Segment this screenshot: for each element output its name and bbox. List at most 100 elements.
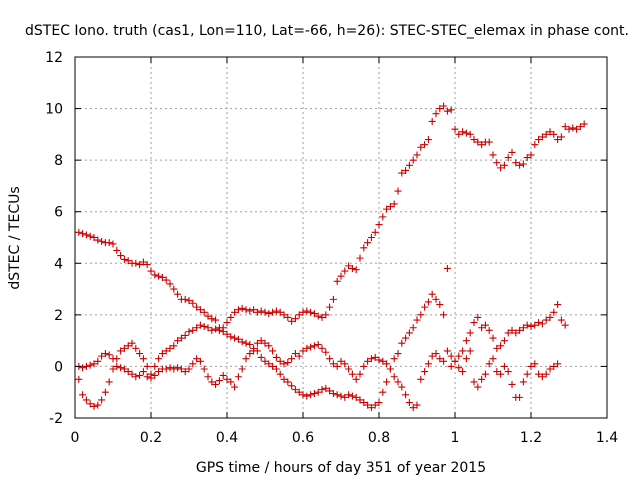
data-point bbox=[459, 368, 467, 376]
data-point bbox=[455, 130, 463, 138]
data-point bbox=[409, 324, 417, 332]
data-point bbox=[531, 360, 539, 368]
data-point bbox=[109, 365, 117, 373]
data-point bbox=[489, 355, 497, 363]
data-point bbox=[174, 364, 182, 372]
data-point bbox=[280, 360, 288, 368]
data-point bbox=[554, 301, 562, 309]
data-point bbox=[352, 375, 360, 383]
data-point bbox=[215, 377, 223, 385]
data-point bbox=[576, 123, 584, 131]
data-point bbox=[117, 364, 125, 372]
data-point bbox=[447, 352, 455, 360]
data-point bbox=[246, 350, 254, 358]
data-point bbox=[147, 267, 155, 275]
data-point bbox=[158, 350, 166, 358]
data-point bbox=[364, 401, 372, 409]
data-point bbox=[185, 328, 193, 336]
data-point bbox=[455, 364, 463, 372]
data-point bbox=[318, 386, 326, 394]
data-point bbox=[204, 373, 212, 381]
data-point bbox=[394, 350, 402, 358]
data-point bbox=[466, 347, 474, 355]
data-point bbox=[527, 151, 535, 159]
data-point bbox=[417, 143, 425, 151]
data-point bbox=[117, 252, 125, 260]
data-point bbox=[375, 221, 383, 229]
data-point bbox=[405, 161, 413, 169]
data-point bbox=[432, 110, 440, 118]
data-point bbox=[478, 324, 486, 332]
data-point bbox=[405, 329, 413, 337]
data-point bbox=[155, 368, 163, 376]
data-point bbox=[265, 342, 273, 350]
data-point bbox=[360, 244, 368, 252]
data-point bbox=[310, 342, 318, 350]
data-point bbox=[417, 311, 425, 319]
data-point bbox=[147, 374, 155, 382]
data-point bbox=[516, 326, 524, 334]
data-point bbox=[246, 341, 254, 349]
data-point bbox=[295, 388, 303, 396]
data-point bbox=[113, 246, 121, 254]
data-point bbox=[432, 350, 440, 358]
data-point bbox=[208, 378, 216, 386]
data-point bbox=[284, 359, 292, 367]
data-point bbox=[132, 259, 140, 267]
data-point bbox=[177, 365, 185, 373]
data-point bbox=[288, 317, 296, 325]
data-point bbox=[75, 228, 83, 236]
data-point bbox=[314, 388, 322, 396]
data-point bbox=[462, 355, 470, 363]
data-point bbox=[436, 301, 444, 309]
data-point bbox=[428, 352, 436, 360]
data-point bbox=[516, 161, 524, 169]
data-point bbox=[485, 326, 493, 334]
data-point bbox=[341, 393, 349, 401]
data-point bbox=[166, 344, 174, 352]
data-point bbox=[196, 306, 204, 314]
data-point bbox=[409, 156, 417, 164]
data-point bbox=[124, 257, 132, 265]
data-point bbox=[443, 264, 451, 272]
data-point bbox=[238, 338, 246, 346]
data-point bbox=[542, 316, 550, 324]
data-point bbox=[367, 234, 375, 241]
data-point bbox=[398, 169, 406, 177]
data-point bbox=[451, 357, 459, 365]
data-point bbox=[493, 368, 501, 376]
data-point bbox=[86, 232, 94, 240]
data-point bbox=[234, 373, 242, 381]
data-point bbox=[546, 128, 554, 136]
data-point bbox=[474, 313, 482, 321]
data-point bbox=[440, 102, 448, 110]
data-point bbox=[314, 312, 322, 320]
data-point bbox=[181, 368, 189, 376]
data-point bbox=[413, 401, 421, 409]
data-point bbox=[512, 329, 520, 337]
grid bbox=[75, 57, 607, 418]
data-point bbox=[561, 321, 569, 329]
data-point bbox=[105, 351, 113, 359]
data-point bbox=[436, 105, 444, 113]
data-point bbox=[170, 365, 178, 373]
data-point bbox=[459, 128, 467, 136]
data-point bbox=[105, 239, 113, 247]
data-point bbox=[443, 347, 451, 355]
x-axis-label: GPS time / hours of day 351 of year 2015 bbox=[196, 460, 486, 476]
data-point bbox=[219, 324, 227, 332]
data-point bbox=[375, 356, 383, 364]
data-point bbox=[196, 321, 204, 329]
data-point bbox=[272, 353, 280, 361]
x-tick-label: 0.8 bbox=[368, 430, 390, 446]
data-point bbox=[527, 322, 535, 330]
plot-frame bbox=[74, 56, 608, 419]
data-point bbox=[105, 378, 113, 386]
data-point bbox=[337, 272, 345, 280]
data-point bbox=[561, 123, 569, 131]
data-point bbox=[447, 362, 455, 370]
data-point bbox=[94, 401, 102, 409]
data-point bbox=[124, 342, 132, 350]
data-point bbox=[424, 360, 432, 368]
data-point bbox=[333, 391, 341, 399]
